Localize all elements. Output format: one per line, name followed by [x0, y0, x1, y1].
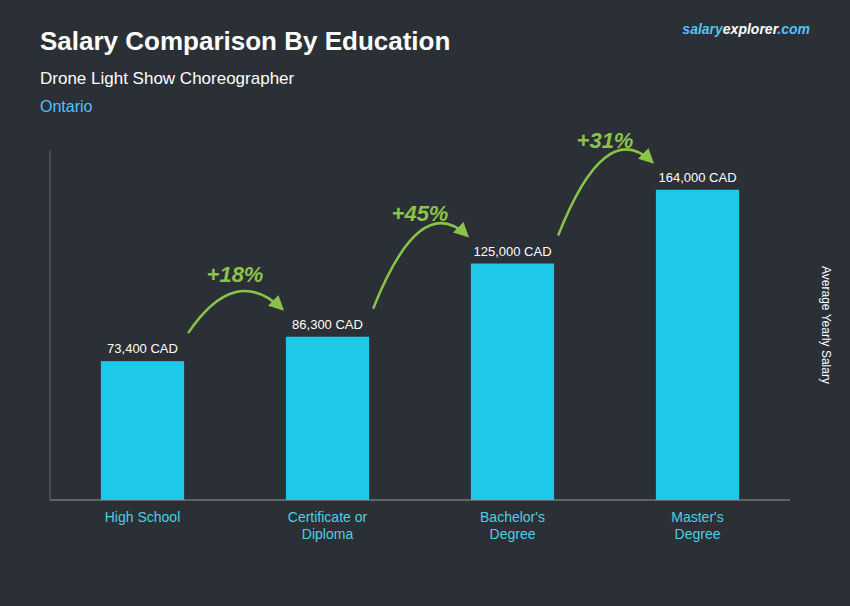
chart: Salary Comparison By Education Drone Ligh…: [0, 0, 850, 606]
y-axis-line: [50, 150, 51, 500]
y-axis-label: Average Yearly Salary: [819, 266, 833, 384]
brand-part: explorer: [723, 21, 780, 37]
value-label: 125,000 CAD: [473, 244, 551, 259]
value-label: 86,300 CAD: [292, 317, 363, 332]
bars: [101, 190, 739, 500]
x-tick-label: High School: [105, 509, 181, 525]
brand: salaryexplorer.com: [682, 21, 810, 37]
brand-part: .com: [777, 21, 810, 37]
change-label: +31%: [577, 128, 634, 153]
x-tick-label: Certificate orDiploma: [288, 509, 368, 542]
title: Salary Comparison By Education: [40, 26, 450, 56]
value-label: 73,400 CAD: [107, 341, 178, 356]
x-tick-label: Master'sDegree: [671, 509, 723, 542]
change-arrow: [373, 223, 467, 309]
subtitle: Drone Light Show Choreographer: [40, 69, 295, 88]
change-arrow: [558, 149, 652, 235]
brand-part: salary: [682, 21, 724, 37]
bar: [656, 190, 739, 500]
value-label: 164,000 CAD: [658, 170, 736, 185]
change-label: +45%: [392, 201, 449, 226]
change-arrow: [188, 291, 282, 333]
change-label: +18%: [207, 262, 264, 287]
location: Ontario: [40, 98, 93, 115]
bar: [471, 264, 554, 500]
bar: [101, 361, 184, 500]
x-tick-label: Bachelor'sDegree: [480, 509, 545, 542]
background: [0, 0, 850, 606]
bar: [286, 337, 369, 500]
